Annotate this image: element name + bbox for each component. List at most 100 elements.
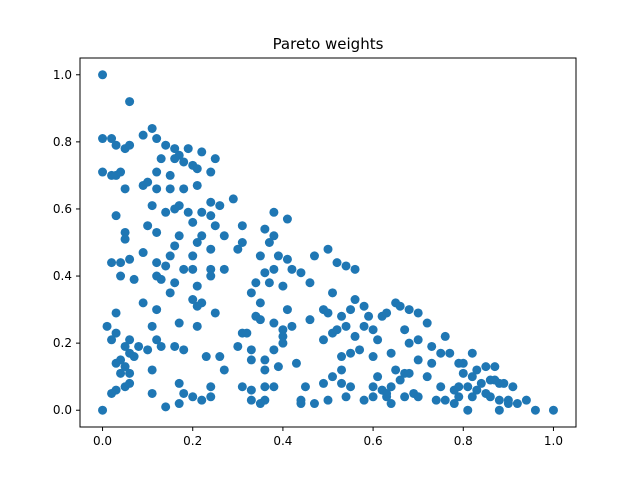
- data-point: [174, 231, 184, 241]
- data-point: [246, 385, 256, 395]
- data-point: [219, 264, 229, 274]
- data-point: [255, 315, 265, 325]
- data-point: [318, 378, 328, 388]
- data-point: [318, 335, 328, 345]
- data-point: [499, 378, 509, 388]
- data-point: [309, 399, 319, 409]
- data-point: [382, 308, 392, 318]
- data-point: [165, 288, 175, 298]
- data-point: [300, 382, 310, 392]
- data-point: [206, 392, 216, 402]
- data-point: [210, 308, 220, 318]
- data-point: [328, 372, 338, 382]
- data-point: [143, 345, 153, 355]
- data-point: [161, 261, 171, 271]
- data-point: [179, 157, 189, 167]
- data-point: [350, 295, 360, 305]
- data-point: [179, 345, 189, 355]
- x-tick-label: 0.8: [454, 434, 473, 448]
- data-point: [183, 207, 193, 217]
- data-point: [467, 348, 477, 358]
- data-point: [332, 258, 342, 268]
- data-point: [323, 395, 333, 405]
- data-point: [219, 365, 229, 375]
- data-point: [197, 231, 207, 241]
- data-point: [341, 392, 351, 402]
- data-point: [170, 144, 180, 154]
- data-point: [165, 170, 175, 180]
- data-point: [111, 358, 121, 368]
- data-point: [269, 382, 279, 392]
- data-point: [260, 224, 270, 234]
- data-point: [134, 341, 144, 351]
- data-point: [255, 399, 265, 409]
- data-point: [273, 251, 283, 261]
- data-point: [548, 405, 558, 415]
- data-point: [192, 321, 202, 331]
- points-layer: [98, 70, 558, 415]
- data-point: [440, 331, 450, 341]
- data-point: [255, 298, 265, 308]
- data-point: [323, 244, 333, 254]
- y-tick-label: 0.6: [53, 202, 72, 216]
- data-point: [463, 405, 473, 415]
- data-point: [219, 231, 229, 241]
- data-point: [368, 382, 378, 392]
- data-point: [206, 211, 216, 221]
- data-point: [413, 355, 423, 365]
- data-point: [237, 382, 247, 392]
- data-point: [309, 251, 319, 261]
- data-point: [481, 362, 491, 372]
- y-tick-label: 0.2: [53, 336, 72, 350]
- data-point: [206, 244, 216, 254]
- data-point: [188, 295, 198, 305]
- data-point: [454, 392, 464, 402]
- data-point: [206, 264, 216, 274]
- data-point: [107, 258, 117, 268]
- data-point: [278, 331, 288, 341]
- y-axis-ticks: 0.0 0.2 0.4 0.6 0.8 1.0: [53, 68, 80, 417]
- data-point: [269, 318, 279, 328]
- data-point: [152, 258, 162, 268]
- data-point: [282, 305, 292, 315]
- data-point: [125, 254, 135, 264]
- data-point: [111, 140, 121, 150]
- data-point: [161, 140, 171, 150]
- data-point: [269, 264, 279, 274]
- data-point: [282, 214, 292, 224]
- data-point: [138, 248, 148, 258]
- data-point: [260, 365, 270, 375]
- data-point: [260, 268, 270, 278]
- data-point: [147, 388, 157, 398]
- data-point: [512, 399, 522, 409]
- data-point: [152, 167, 162, 177]
- data-point: [233, 341, 243, 351]
- data-point: [174, 378, 184, 388]
- data-point: [179, 388, 189, 398]
- data-point: [278, 281, 288, 291]
- data-point: [422, 372, 432, 382]
- data-point: [445, 348, 455, 358]
- data-point: [237, 238, 247, 247]
- data-point: [296, 268, 306, 278]
- data-point: [170, 204, 180, 214]
- data-point: [251, 278, 261, 288]
- data-point: [152, 134, 162, 144]
- data-point: [179, 184, 189, 194]
- data-point: [156, 274, 166, 284]
- data-point: [206, 197, 216, 207]
- data-point: [242, 328, 252, 338]
- data-point: [368, 325, 378, 335]
- data-point: [413, 392, 423, 402]
- data-point: [368, 392, 378, 402]
- data-point: [323, 308, 333, 318]
- data-point: [386, 399, 396, 409]
- data-point: [364, 311, 374, 321]
- data-point: [125, 368, 135, 378]
- data-point: [269, 345, 279, 355]
- data-point: [328, 288, 338, 298]
- data-point: [386, 348, 396, 358]
- data-point: [463, 382, 473, 392]
- data-point: [391, 365, 401, 375]
- data-point: [404, 305, 414, 315]
